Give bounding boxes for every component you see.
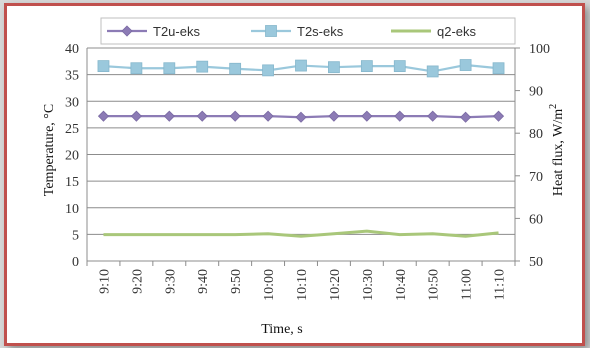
T2u-eks-point-10: [427, 110, 439, 122]
x-tick-label: 10:00: [262, 269, 277, 301]
x-tick-label: 9:30: [163, 269, 178, 294]
right-tick-label: 50: [529, 255, 543, 270]
left-tick-label: 35: [65, 69, 79, 84]
series-layer: [97, 59, 505, 238]
T2s-eks-point-11: [459, 59, 472, 71]
right-tick-label: 100: [529, 42, 550, 57]
legend-label-q2-eks: q2-eks: [437, 24, 477, 39]
T2u-eks-point-12: [492, 110, 505, 122]
right-tick-label: 80: [529, 127, 543, 142]
x-tick-label: 10:20: [328, 269, 343, 301]
T2u-eks-point-7: [328, 110, 340, 122]
x-tick-label: 10:30: [361, 269, 376, 301]
T2u-eks-point-1: [130, 110, 142, 122]
T2u-eks-point-0: [97, 110, 110, 122]
T2s-eks-point-7: [328, 61, 340, 74]
T2u-eks-point-5: [262, 110, 274, 122]
x-axis-title: Time, s: [261, 322, 303, 337]
x-tick-label: 11:10: [493, 269, 508, 300]
x-tick-label: 10:50: [427, 269, 442, 301]
left-tick-label: 15: [65, 175, 79, 190]
q2-eks-line: [103, 229, 499, 238]
T2u-eks-point-legend: [121, 25, 133, 37]
x-tick-label: 9:10: [97, 269, 112, 294]
right-axis-ticks: 50 60 70 80 90 100: [515, 42, 550, 270]
x-tick-label: 10:40: [394, 269, 409, 301]
x-tick-label: 11:00: [460, 269, 475, 300]
T2s-eks-point-legend: [265, 25, 277, 37]
T2u-eks-point-11: [460, 111, 472, 123]
T2s-eks-point-0: [97, 60, 110, 73]
T2s-eks-point-10: [426, 65, 439, 78]
left-tick-label: 40: [65, 42, 79, 57]
T2s-eks-point-5: [262, 64, 274, 77]
T2u-eks-point-3: [196, 110, 208, 122]
T2s-eks-point-3: [196, 60, 209, 73]
T2s-eks-point-4: [229, 62, 242, 75]
plot-area: [86, 48, 516, 266]
T2u-eks-point-6: [295, 111, 307, 123]
T2u-eks-point-9: [394, 110, 406, 122]
T2s-eks-point-6: [295, 59, 307, 72]
x-tick-label: 9:50: [229, 269, 244, 294]
left-tick-label: 5: [72, 228, 79, 243]
T2s-eks-point-2: [163, 62, 176, 75]
left-tick-label: 10: [65, 202, 79, 217]
x-tick-label: 9:40: [196, 269, 211, 294]
left-tick-label: 30: [65, 95, 79, 110]
right-axis-title: Heat flux, W/m2: [548, 104, 566, 196]
T2u-eks-point-4: [229, 110, 241, 122]
left-tick-label: 25: [65, 122, 79, 137]
left-tick-label: 0: [72, 255, 79, 270]
T2s-eks-point-12: [492, 62, 505, 75]
legend-box: [100, 17, 516, 45]
legend-label-T2u-eks: T2u-eks: [153, 24, 200, 39]
left-axis-ticks: 0 5 10 15 20 25 30 35 40: [65, 42, 79, 270]
right-axis-title-main: Heat flux, W/m: [551, 109, 566, 196]
legend-label-T2s-eks: T2s-eks: [297, 24, 344, 39]
x-tick-label: 9:20: [130, 269, 145, 294]
legend: T2u-eks T2s-eks q2-eks: [100, 17, 516, 45]
x-axis-ticks: 9:10 9:20 9:30 9:40 9:50 10:00 10:10 10:20 10:30…: [97, 261, 516, 301]
x-tick-label: 10:10: [295, 269, 310, 301]
T2s-eks-point-9: [393, 60, 406, 73]
left-tick-label: 20: [65, 149, 79, 164]
right-tick-label: 60: [529, 212, 543, 227]
T2u-eks-point-2: [163, 110, 175, 122]
right-tick-label: 70: [529, 170, 543, 185]
grid-lines: [87, 47, 515, 262]
right-axis-title-superscript: 2: [548, 104, 559, 109]
T2s-eks-point-1: [130, 62, 143, 75]
left-axis-title: Temperature, °C: [42, 104, 57, 196]
right-tick-label: 90: [529, 85, 543, 100]
T2s-eks-point-8: [360, 60, 373, 73]
chart-frame: 0 5 10 15 20 25 30 35 40 50 60 70 80 90 100 9:10 9:20 9…: [4, 3, 585, 346]
T2u-eks-point-8: [361, 110, 373, 122]
